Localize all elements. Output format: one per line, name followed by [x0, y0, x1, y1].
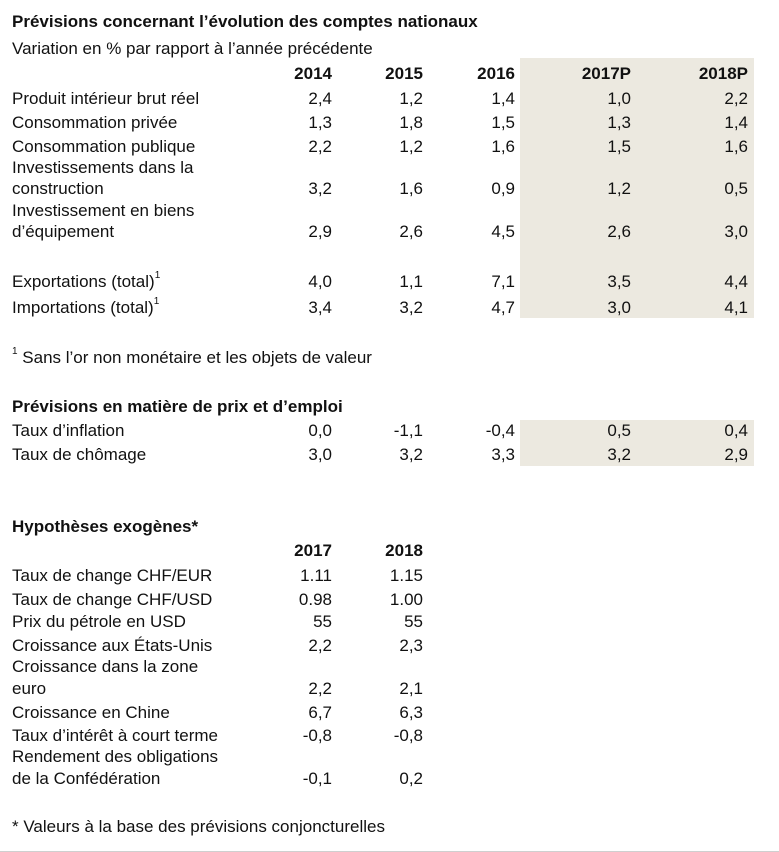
table-cell: 3,2	[399, 298, 423, 317]
section1-title: Prévisions concernant l’évolution des co…	[12, 12, 478, 31]
row-label: construction	[12, 179, 104, 198]
row-label: Croissance aux États-Unis	[12, 636, 213, 655]
year-header: 2014	[294, 64, 332, 83]
row-label: d’équipement	[12, 222, 115, 241]
table-cell: 1,6	[491, 137, 515, 156]
row-label: de la Confédération	[12, 769, 161, 788]
table-cell: 1,6	[724, 137, 748, 156]
table-cell: 2,2	[308, 636, 332, 655]
row-label: Croissance dans la zone	[12, 657, 199, 676]
footnote-marker: 1	[154, 270, 161, 282]
table-cell: 2,6	[607, 222, 631, 241]
table-cell: 1,2	[607, 179, 631, 198]
table-cell: 0,5	[724, 179, 748, 198]
table-cell: 1.00	[389, 590, 423, 609]
table-cell: 1,3	[607, 113, 631, 132]
year-header: 2018P	[698, 64, 748, 83]
table-cell: 1,2	[399, 137, 423, 156]
table-cell: 0.98	[298, 590, 332, 609]
table-cell: 3,2	[399, 445, 423, 464]
table-cell: 7,1	[491, 272, 515, 291]
table-cell: 1,8	[399, 113, 423, 132]
row-label: euro	[12, 679, 47, 698]
table-cell: 2,1	[399, 679, 423, 698]
table-cell: 3,5	[607, 272, 631, 291]
table-cell: 1,3	[308, 113, 332, 132]
table-cell: 3,0	[308, 445, 332, 464]
table-cell: 55	[404, 612, 423, 631]
table-cell: 55	[313, 612, 332, 631]
footnote: 1 Sans l’or non monétaire et les objets …	[12, 346, 372, 367]
table-cell: 2,3	[399, 636, 423, 655]
row-label: Produit intérieur brut réel	[12, 89, 200, 108]
table-cell: 0,2	[399, 769, 423, 788]
table-cell: 3,0	[724, 222, 748, 241]
table-cell: 4,0	[308, 272, 332, 291]
table-cell: 2,9	[308, 222, 332, 241]
row-label: Exportations (total)1	[12, 270, 161, 291]
table-cell: 6,7	[308, 703, 332, 722]
footnote: * Valeurs à la base des prévisions conjo…	[12, 817, 385, 836]
table-cell: 1,4	[491, 89, 515, 108]
row-label: Investissement en biens	[12, 201, 195, 220]
table-cell: -0,4	[485, 421, 515, 440]
row-label: Taux de chômage	[12, 445, 147, 464]
year-header: 2017P	[581, 64, 631, 83]
table-cell: 1.11	[300, 566, 332, 585]
year-header: 2016	[477, 64, 515, 83]
table-cell: 2,9	[724, 445, 748, 464]
row-label: Importations (total)1	[12, 296, 160, 317]
row-label: Taux d’intérêt à court terme	[12, 726, 218, 745]
year-header: 2015	[385, 64, 423, 83]
section2-title: Prévisions en matière de prix et d’emplo…	[12, 397, 343, 416]
table-cell: 1,6	[399, 179, 423, 198]
row-label: Prix du pétrole en USD	[12, 612, 186, 631]
table-cell: 4,1	[724, 298, 748, 317]
table-cell: 2,2	[724, 89, 748, 108]
table-cell: 1,5	[607, 137, 631, 156]
table-cell: 1.15	[389, 566, 423, 585]
table-cell: 0,0	[308, 421, 332, 440]
table-cell: 6,3	[399, 703, 423, 722]
forecast-shade-2	[520, 420, 754, 466]
table-cell: -0,8	[393, 726, 423, 745]
table-cell: -0,8	[302, 726, 332, 745]
row-label: Investissements dans la	[12, 158, 194, 177]
table-cell: 2,6	[399, 222, 423, 241]
table-cell: 0,4	[724, 421, 748, 440]
table-cell: 2,2	[308, 679, 332, 698]
table-cell: 1,4	[724, 113, 748, 132]
table-cell: 3,2	[607, 445, 631, 464]
table-cell: 4,4	[724, 272, 748, 291]
section3-title: Hypothèses exogènes*	[12, 517, 199, 536]
table-cell: 0,9	[491, 179, 515, 198]
year-header: 2017	[294, 541, 332, 560]
table-cell: 4,7	[491, 298, 515, 317]
table-cell: 3,2	[308, 179, 332, 198]
table-cell: 3,4	[308, 298, 332, 317]
forecast-shade-1	[520, 58, 754, 318]
row-label: Taux d’inflation	[12, 421, 125, 440]
table-cell: 1,2	[399, 89, 423, 108]
table-cell: 2,2	[308, 137, 332, 156]
row-label: Consommation privée	[12, 113, 178, 132]
row-label: Rendement des obligations	[12, 747, 219, 766]
table-cell: 2,4	[308, 89, 332, 108]
table-cell: 4,5	[491, 222, 515, 241]
table-cell: 1,5	[491, 113, 515, 132]
section1-subtitle: Variation en % par rapport à l’année pré…	[12, 39, 373, 58]
table-cell: -0,1	[302, 769, 332, 788]
row-label: Croissance en Chine	[12, 703, 170, 722]
table-cell: 1,1	[399, 272, 423, 291]
table-cell: 3,0	[607, 298, 631, 317]
table-cell: -1,1	[393, 421, 423, 440]
table-cell: 3,3	[491, 445, 515, 464]
table-cell: 1,0	[607, 89, 631, 108]
year-header: 2018	[385, 541, 423, 560]
row-label: Taux de change CHF/USD	[12, 590, 213, 609]
table-cell: 0,5	[607, 421, 631, 440]
footnote-marker: 1	[153, 296, 160, 308]
row-label: Taux de change CHF/EUR	[12, 566, 213, 585]
row-label: Consommation publique	[12, 137, 196, 156]
